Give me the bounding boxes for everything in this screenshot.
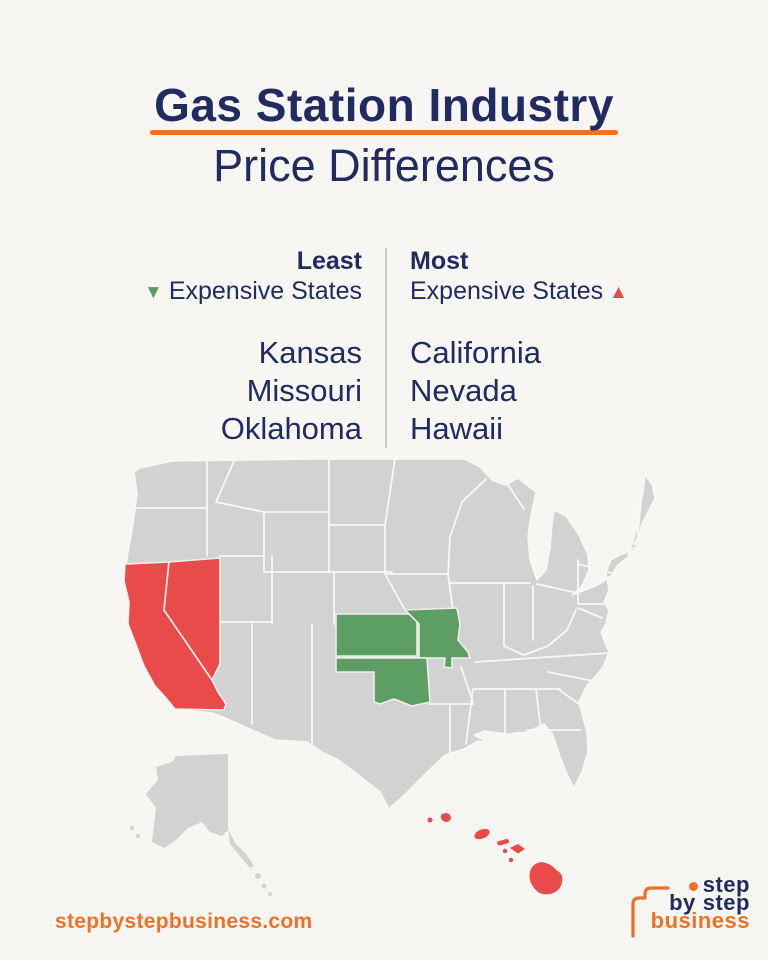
least-subheading: ▼ Expensive States [144,277,362,305]
list-item: California [410,335,541,370]
least-states-list: Kansas Missouri Oklahoma [0,334,362,448]
most-states-list: California Nevada Hawaii [410,334,768,448]
logo-dot-icon [688,881,698,891]
step-by-step-business-logo[interactable]: step by step business [626,874,750,944]
vertical-divider [385,248,387,448]
state-borders [133,458,644,755]
title-block: Gas Station Industry Price Differences [0,78,768,193]
logo-row-step: step [688,874,750,896]
least-heading: Least [296,247,362,275]
state-oklahoma [335,657,431,707]
comparison-section: Least ▼ Expensive States Kansas Missouri … [0,246,768,448]
title-underline [150,130,618,136]
list-item: Kansas [258,335,362,370]
up-triangle-icon: ▲ [609,282,628,303]
most-heading: Most [410,247,469,275]
logo-row-business: business [650,908,750,933]
logo-text: step by step business [650,874,750,933]
list-item: Hawaii [410,411,504,446]
most-subheading: Expensive States ▲ [410,277,628,305]
most-expensive-column: Most Expensive States ▲ California Nevada… [410,246,768,448]
state-nevada [163,557,221,681]
stair-steps-icon [631,886,670,938]
down-triangle-icon: ▼ [144,282,163,303]
list-item: Nevada [410,373,517,408]
page-title: Gas Station Industry [154,79,614,131]
list-item: Oklahoma [220,411,362,446]
page-subtitle: Price Differences [213,140,555,192]
logo-row-by-step: by step [669,890,750,915]
state-alaska [130,754,272,896]
least-expensive-column: Least ▼ Expensive States Kansas Missouri … [0,246,362,448]
state-kansas [335,613,418,657]
website-link[interactable]: stepbystepbusiness.com [55,910,313,933]
us-map [112,452,654,924]
state-hawaii [427,813,563,895]
list-item: Missouri [246,373,362,408]
